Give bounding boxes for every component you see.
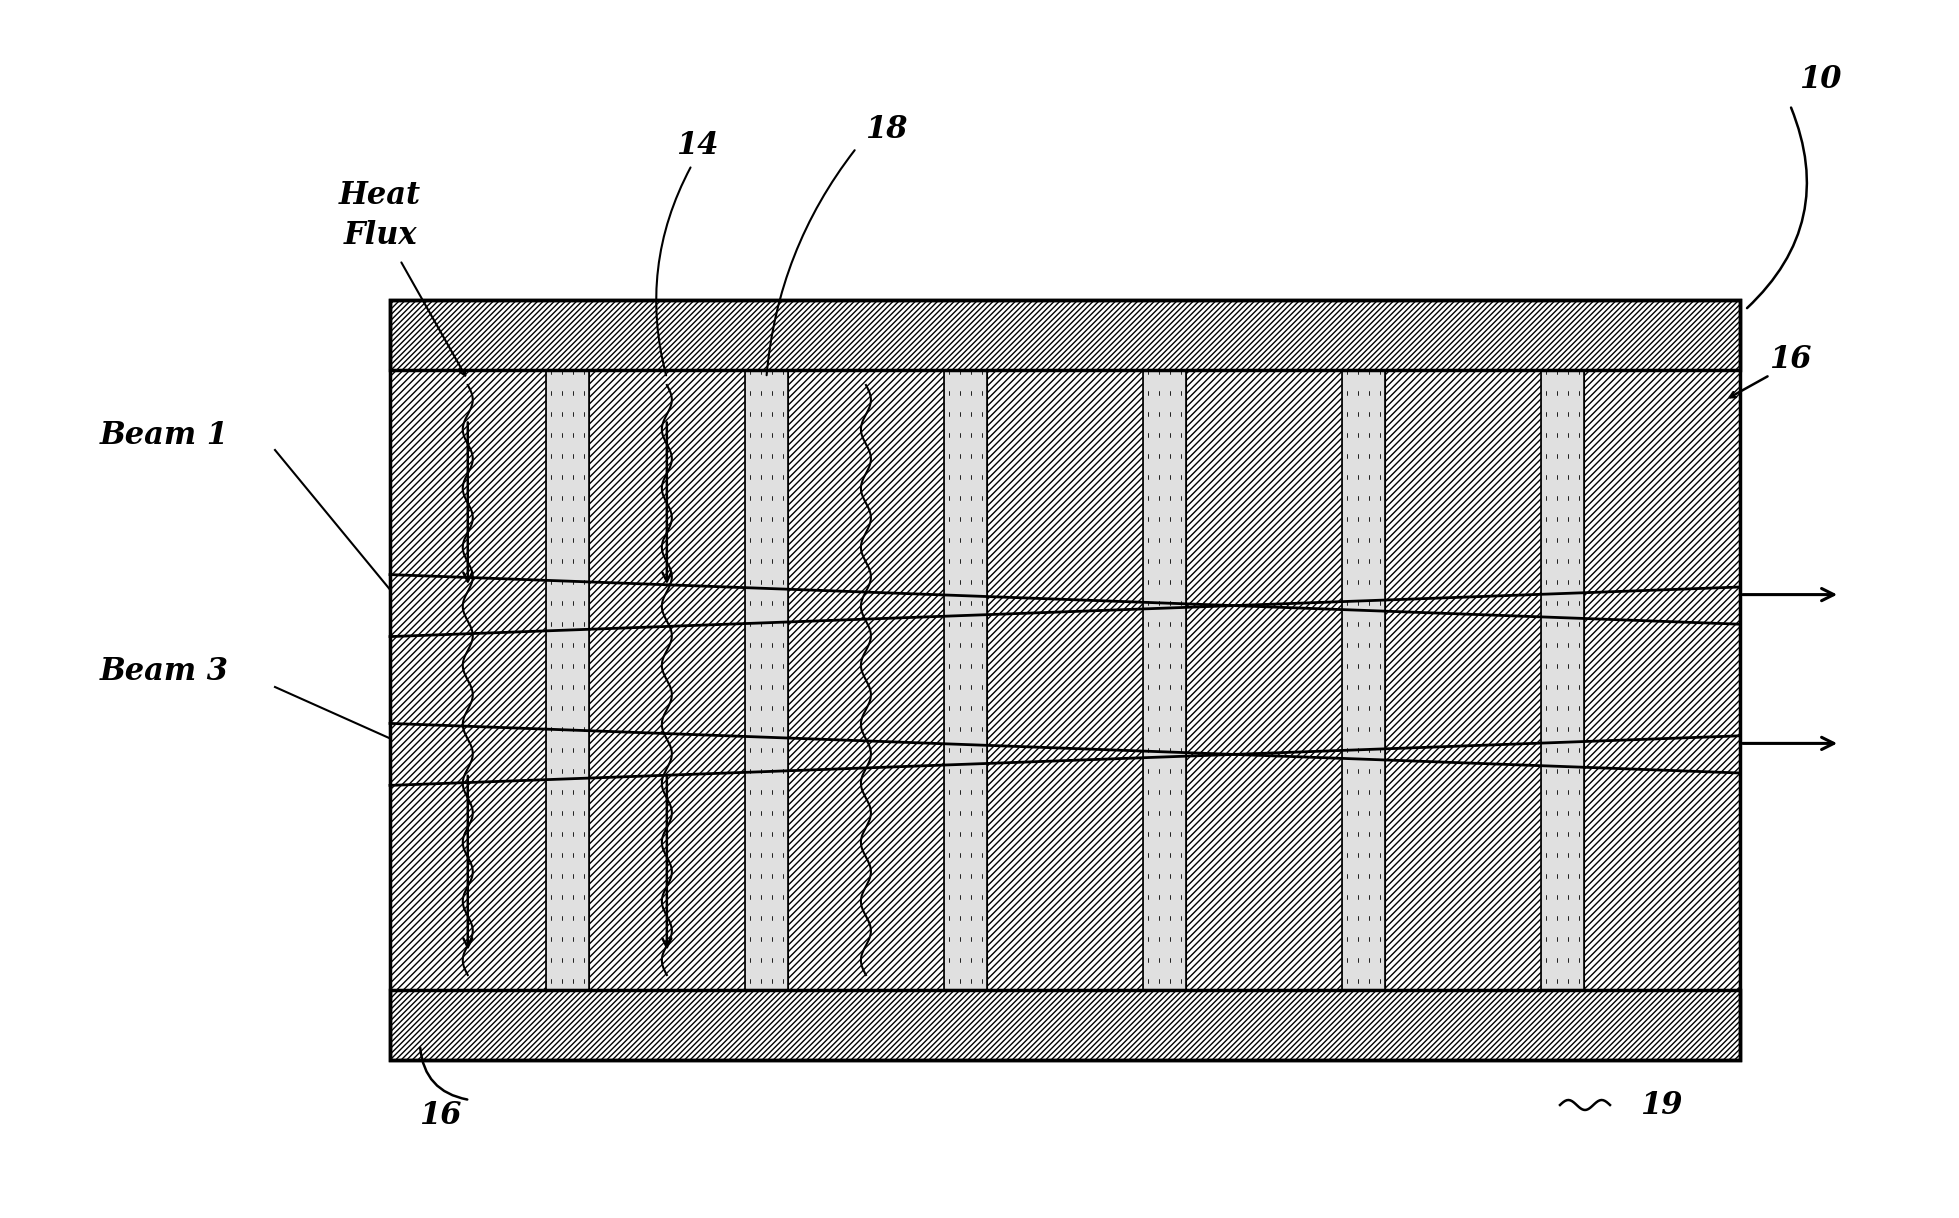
Bar bbox=[390, 370, 1740, 990]
Bar bbox=[744, 370, 788, 990]
Bar bbox=[1187, 370, 1342, 990]
Text: Heat: Heat bbox=[339, 179, 421, 211]
Text: 19: 19 bbox=[1640, 1089, 1683, 1121]
Bar bbox=[390, 300, 1740, 1060]
Text: 10: 10 bbox=[1798, 65, 1841, 95]
Bar bbox=[1585, 370, 1740, 990]
Bar bbox=[1342, 370, 1385, 990]
Bar bbox=[788, 370, 944, 990]
Bar bbox=[545, 370, 590, 990]
Bar bbox=[1385, 370, 1542, 990]
Text: Flux: Flux bbox=[343, 219, 417, 251]
Bar bbox=[987, 370, 1142, 990]
Bar bbox=[1542, 370, 1585, 990]
Bar bbox=[390, 370, 545, 990]
Bar bbox=[944, 370, 987, 990]
Text: Beam 1: Beam 1 bbox=[100, 419, 229, 451]
Text: 16: 16 bbox=[1769, 345, 1812, 375]
Text: 16: 16 bbox=[419, 1100, 460, 1130]
Text: Beam 3: Beam 3 bbox=[100, 657, 229, 687]
Bar bbox=[390, 990, 1740, 1060]
Text: 14: 14 bbox=[676, 129, 719, 161]
Bar bbox=[390, 300, 1740, 370]
Bar bbox=[590, 370, 744, 990]
Bar bbox=[1142, 370, 1187, 990]
Text: 18: 18 bbox=[866, 114, 907, 145]
